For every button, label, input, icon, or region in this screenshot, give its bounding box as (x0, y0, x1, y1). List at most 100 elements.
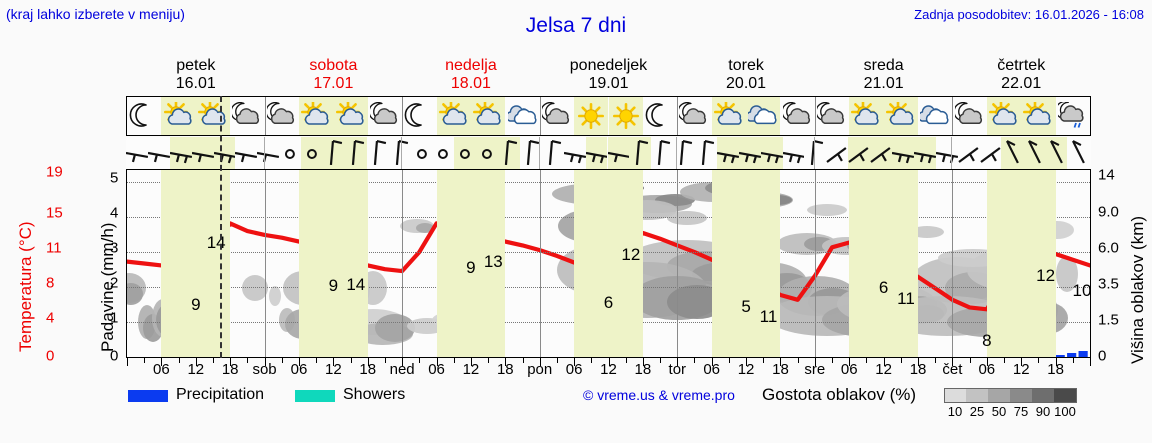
weather-icon-cell-17 (711, 97, 747, 135)
x-tickmark (1004, 358, 1006, 363)
moon-cloud-rain-icon (1055, 100, 1088, 130)
x-tickmark (539, 358, 541, 366)
x-tickmark (264, 358, 266, 366)
wind-barb-26 (695, 137, 717, 169)
sun-cloud-icon (163, 100, 194, 130)
x-tick-6: 18 (359, 361, 377, 378)
cloud-height-tick-4: 1.5 (1098, 311, 1119, 329)
day-date: 16.01 (175, 75, 216, 92)
x-tickmark (556, 358, 558, 363)
day-separator-5 (814, 97, 816, 135)
temperature-tick-3: 8 (46, 274, 55, 292)
weather-icon-cell-3 (230, 97, 264, 135)
wind-day-separator-4 (676, 137, 678, 169)
wind-barb-5 (235, 137, 258, 169)
x-tick-9: 12 (462, 361, 480, 378)
day-date: 18.01 (450, 75, 491, 92)
x-tickmark (625, 358, 627, 363)
wind-barb-25 (673, 137, 695, 169)
temperature-point-label: 9 (466, 257, 476, 277)
cloud-density-blob (416, 223, 434, 233)
x-tickmark (935, 358, 937, 363)
plot-day-separator-4 (677, 170, 679, 357)
temperature-tick-1: 15 (46, 204, 63, 222)
cloud-height-tick-5: 0 (1098, 347, 1107, 365)
location-menu-note[interactable]: (kraj lahko izberete v meniju) (6, 6, 185, 22)
forecast-plot: 9 14 9 14 9 13 6 12 5 11 6 11 8 12 10 (126, 169, 1091, 358)
wind-day-separator-1 (263, 137, 265, 169)
x-tickmark (763, 358, 765, 363)
x-tickmark (298, 358, 300, 366)
x-tickmark (883, 358, 885, 366)
wind-barb-24 (651, 137, 673, 169)
daylight-band-7 (986, 170, 1056, 357)
x-tickmark (986, 358, 988, 366)
wind-barb-8 (301, 137, 323, 169)
wind-barb-32 (826, 137, 848, 169)
x-tick-21: 12 (875, 361, 892, 378)
day-header-3: nedelja 18.01 (402, 57, 540, 93)
wind-barb-3 (191, 137, 214, 169)
wind-barb-29 (760, 137, 783, 169)
weather-icon-cell-11 (505, 97, 539, 135)
cloud-density-swatch-1 (966, 388, 988, 403)
x-tickmark (918, 358, 920, 366)
temperature-point-label: 10 (1072, 281, 1091, 301)
x-tick-16: 06 (703, 361, 721, 378)
cloud-density-tick-1: 25 (969, 404, 985, 419)
weather-icon-cell-12 (540, 97, 574, 135)
precipitation-bar (1067, 353, 1077, 357)
weather-icon-cell-1 (161, 97, 196, 135)
weather-icon-cell-9 (436, 97, 471, 135)
x-tick-17: 12 (737, 361, 755, 378)
weather-icon-cell-25 (986, 97, 1022, 135)
wind-day-separator-5 (813, 137, 815, 169)
cloud-density-blob (910, 226, 944, 238)
cloud-height-axis-title: Višina oblakov (km) (1128, 215, 1147, 364)
weather-icon-cell-6 (333, 97, 368, 135)
wind-barb-15 (454, 137, 477, 169)
x-tickmark (144, 358, 146, 363)
x-tickmark (969, 358, 971, 363)
day-date: 22.01 (1001, 75, 1042, 92)
x-tick-11: pon (527, 361, 553, 378)
cloud-density-blob (242, 275, 268, 301)
x-tickmark (1021, 358, 1023, 366)
wind-barb-37 (935, 137, 958, 169)
weather-icon-cell-13 (574, 97, 609, 135)
plot-day-separator-6 (952, 170, 954, 357)
wind-barb-38 (958, 137, 980, 169)
x-tickmark (505, 358, 507, 366)
wind-barb-18 (520, 137, 542, 169)
temperature-point-label: 11 (759, 307, 778, 326)
day-header-2: sobota 17.01 (265, 57, 403, 93)
day-date: 20.01 (726, 75, 767, 92)
wind-day-separator-6 (951, 137, 953, 169)
wind-day-separator-2 (401, 137, 403, 169)
x-tick-14: 18 (634, 361, 652, 378)
cloud-density-tick-2: 50 (991, 404, 1007, 419)
wind-barb-43 (1067, 137, 1089, 169)
weather-icon-cell-19 (780, 97, 814, 135)
weather-icon-cell-27 (1055, 97, 1090, 135)
wind-barb-19 (542, 137, 564, 169)
wind-barb-0 (125, 137, 149, 169)
weather-icon-cell-4 (265, 97, 299, 135)
wind-barb-40 (1001, 137, 1024, 169)
x-tickmark (488, 358, 490, 363)
plot-day-separator-1 (264, 170, 266, 357)
cloud-density-blob (667, 211, 707, 225)
weather-icon-cell-20 (815, 97, 849, 135)
weather-icon-cell-22 (883, 97, 919, 135)
day-header-1: petek 16.01 (127, 57, 265, 93)
daylight-band-5 (711, 170, 781, 357)
weather-icon-cell-10 (470, 97, 506, 135)
wind-barb-2 (169, 137, 192, 169)
x-tick-3: sob (252, 361, 277, 378)
x-tickmark (814, 358, 816, 366)
cloud-icon (918, 102, 950, 130)
wind-barb-21 (585, 137, 608, 169)
x-tick-25: 12 (1012, 361, 1030, 378)
temperature-point-label: 8 (982, 331, 992, 351)
x-tick-19: sre (804, 361, 826, 378)
